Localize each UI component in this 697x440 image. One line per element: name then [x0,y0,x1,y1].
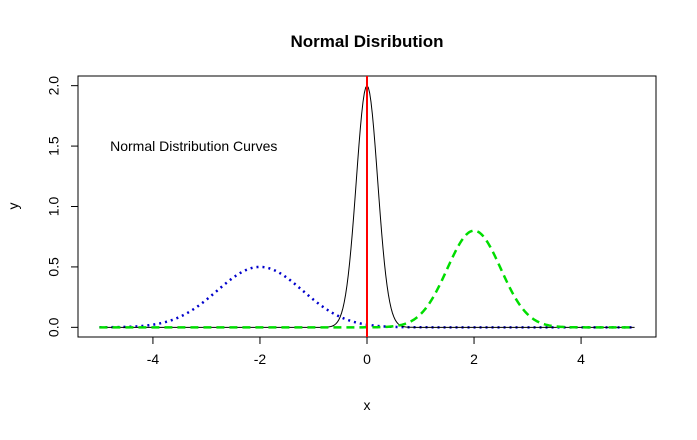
x-tick-label: -2 [254,351,267,367]
y-tick-label: 1.0 [46,197,62,217]
y-axis-label: y [5,203,21,210]
y-tick-label: 1.5 [46,136,62,156]
plot-area: -4 -2 0 2 4 0.0 0.5 1.0 1.5 2.0 Normal Distributio… [46,75,657,367]
x-tick-label: -4 [147,351,160,367]
y-tick-label: 0.5 [46,257,62,277]
x-tick-label: 0 [363,351,371,367]
x-tick-label: 2 [470,351,478,367]
x-axis-label: x [364,397,371,413]
x-tick-label: 4 [577,351,585,367]
y-tick-label: 2.0 [46,76,62,96]
chart-annotation: Normal Distribution Curves [110,138,277,154]
y-tick-label: 0.0 [46,317,62,337]
chart-title: Normal Disribution [290,32,443,51]
